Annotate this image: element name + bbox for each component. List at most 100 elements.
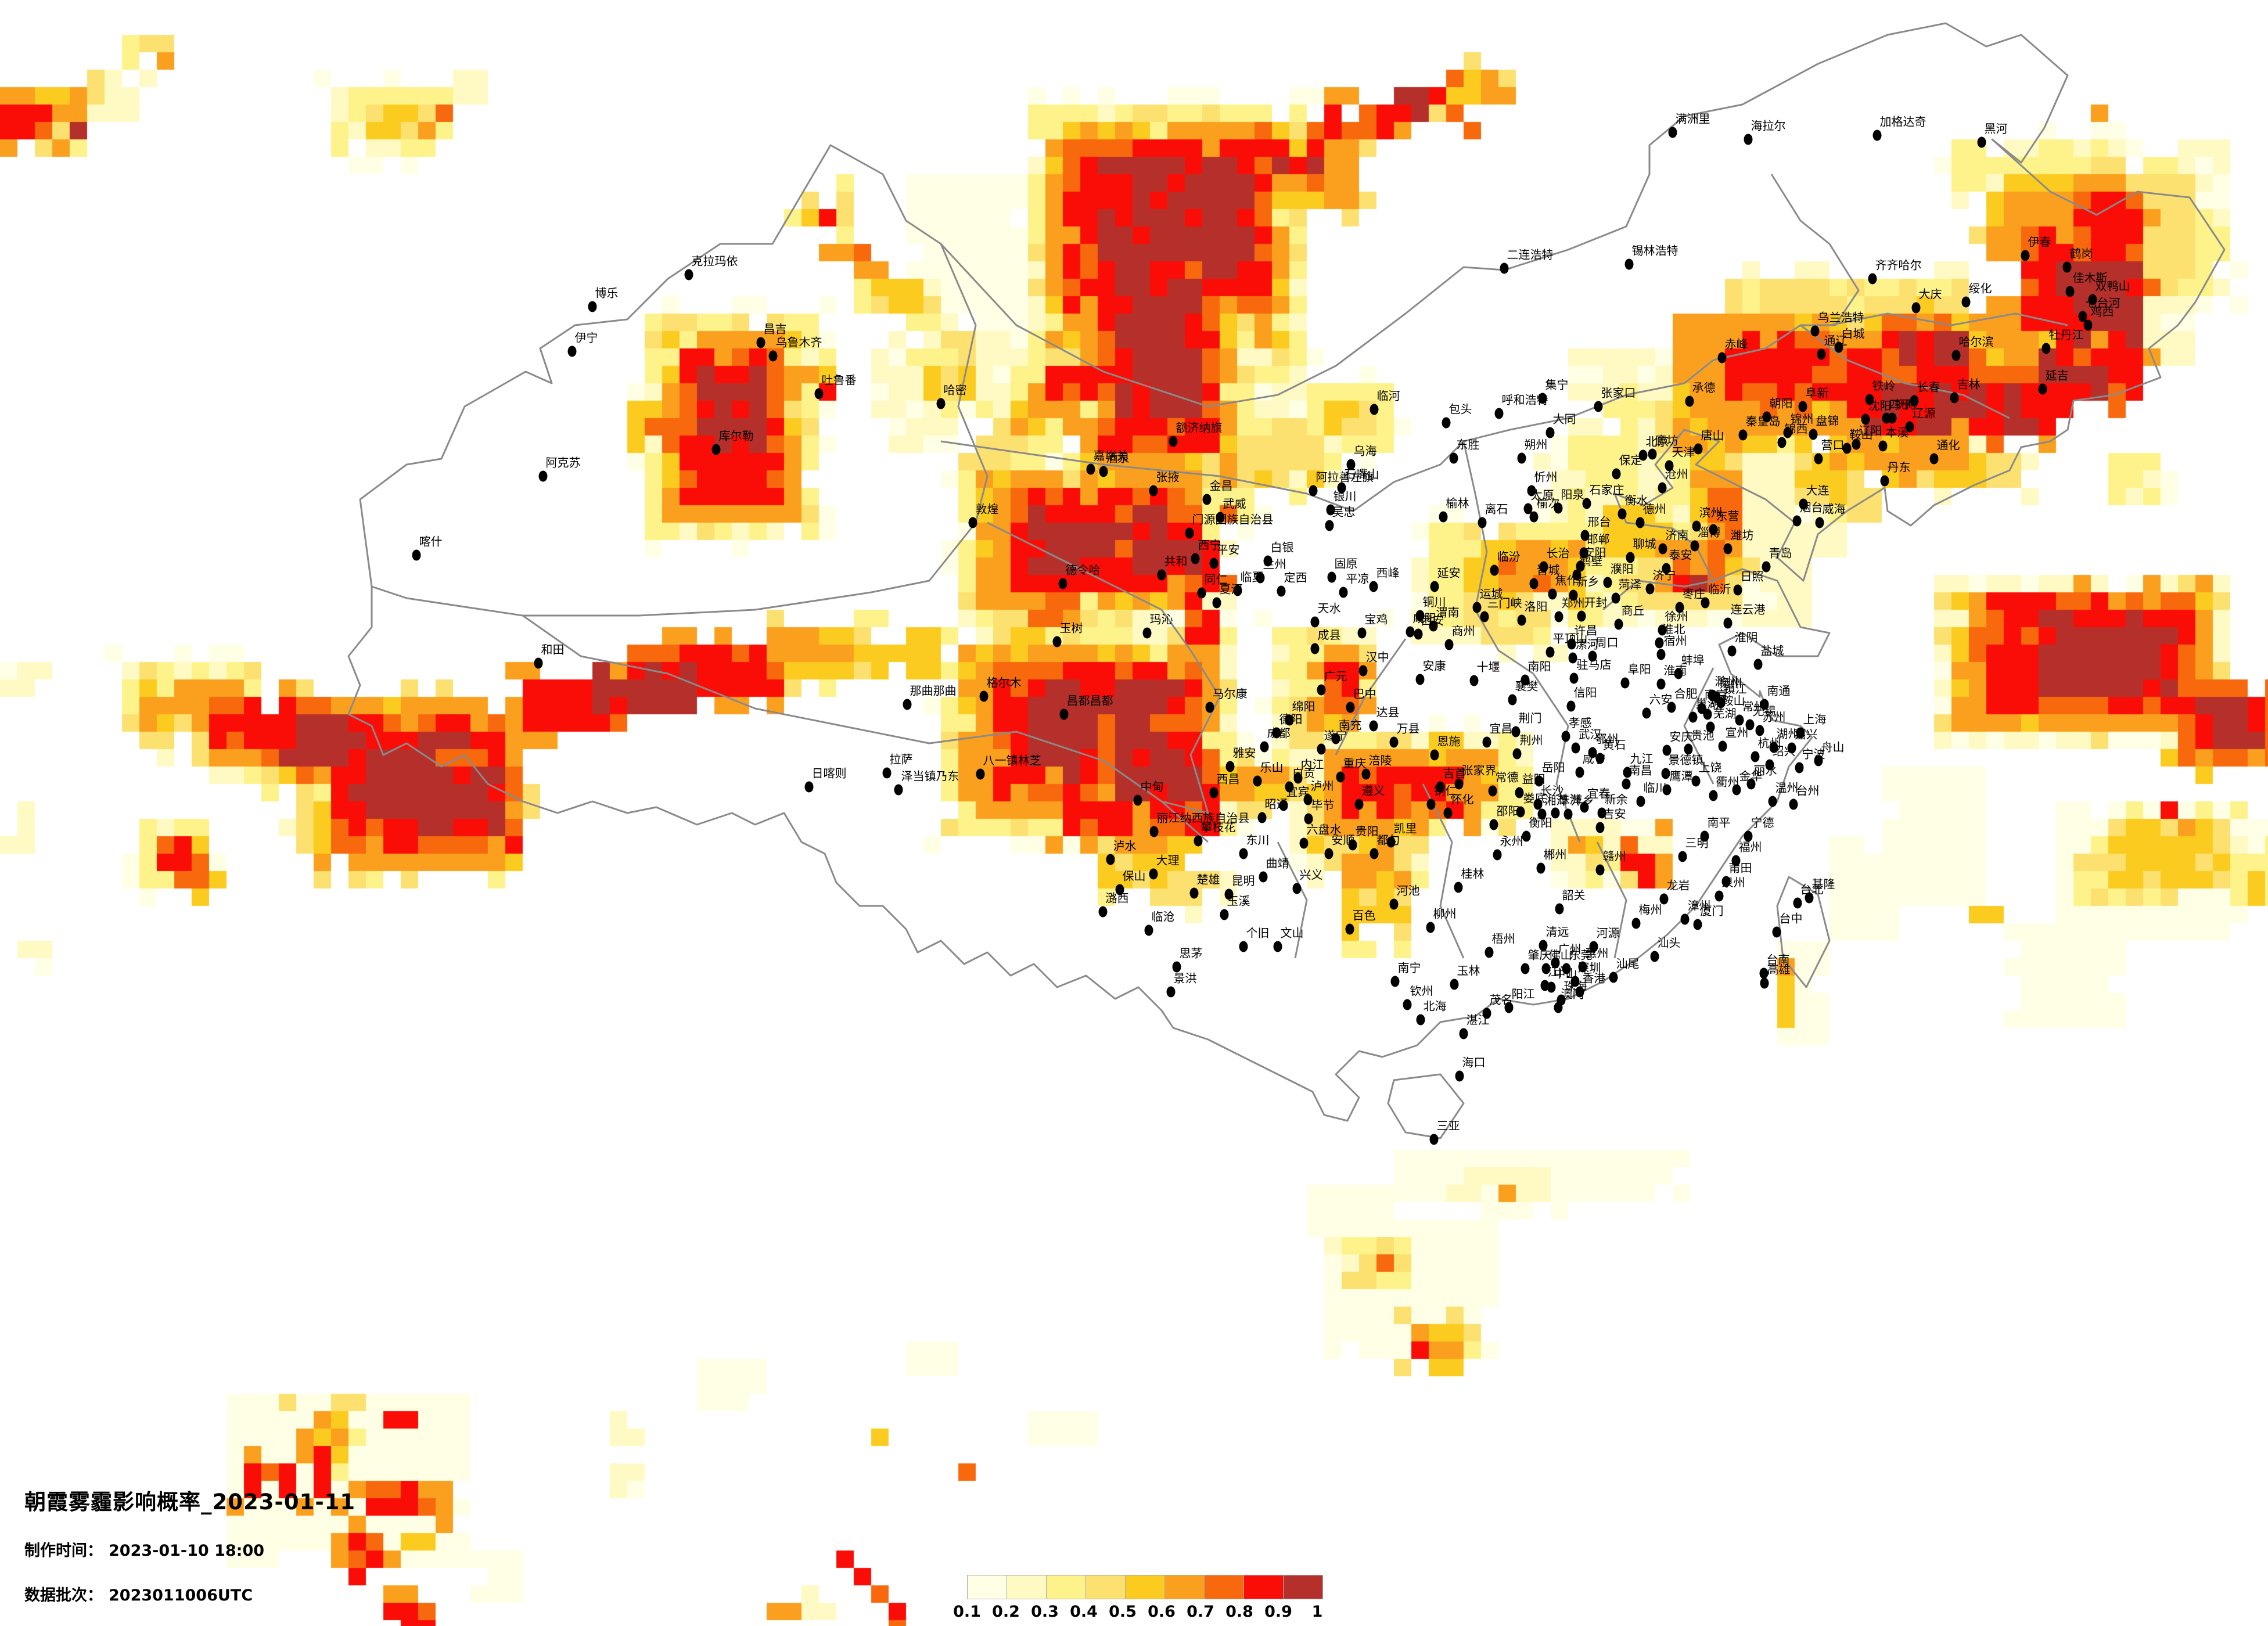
- city-marker: 唐山: [1694, 430, 1724, 455]
- city-marker: 六盘水: [1299, 824, 1342, 849]
- city-dot-icon: [1504, 1002, 1514, 1013]
- city-marker: 泸水: [1106, 840, 1137, 865]
- city-dot-icon: [1346, 459, 1356, 470]
- city-marker: 佳木斯: [2065, 272, 2108, 297]
- city-label: 郴州: [1543, 847, 1567, 862]
- city-marker: 宿州: [1656, 635, 1687, 660]
- city-label: 宝鸡: [1364, 612, 1388, 627]
- city-label: 额济纳旗: [1176, 420, 1223, 435]
- city-label: 嘉兴: [1794, 727, 1818, 742]
- city-marker: 南平: [1700, 817, 1731, 842]
- city-label: 聊城: [1633, 537, 1656, 551]
- city-marker: 同仁: [1197, 574, 1228, 599]
- city-dot-icon: [1414, 628, 1423, 640]
- legend-tick-label: 0.6: [1148, 1603, 1176, 1621]
- city-dot-icon: [1718, 740, 1727, 752]
- city-dot-icon: [1690, 540, 1699, 552]
- city-label: 丹东: [1887, 460, 1911, 474]
- city-label: 敦煌: [975, 502, 999, 516]
- city-dot-icon: [968, 517, 977, 528]
- city-dot-icon: [1324, 848, 1334, 859]
- city-marker: 漳州: [1680, 900, 1711, 925]
- city-marker: 金昌: [1202, 480, 1233, 505]
- city-label: 孝感: [1568, 715, 1592, 730]
- city-label: 北京: [1645, 434, 1669, 449]
- city-marker: 安庆: [1662, 731, 1693, 756]
- city-label: 马鞍山: [1710, 693, 1745, 708]
- city-dot-icon: [1209, 787, 1219, 798]
- city-label: 驻马店: [1576, 657, 1612, 672]
- city-dot-icon: [1369, 581, 1378, 592]
- city-dot-icon: [1337, 482, 1346, 494]
- city-dot-icon: [1389, 898, 1399, 910]
- city-dot-icon: [1551, 957, 1560, 969]
- city-dot-icon: [2065, 286, 2075, 297]
- city-label: 汕头: [1657, 936, 1681, 950]
- city-marker: 固原: [1327, 558, 1358, 583]
- city-dot-icon: [1658, 543, 1667, 555]
- legend-tick-label: 0.3: [1031, 1603, 1059, 1621]
- city-dot-icon: [1149, 485, 1158, 497]
- city-marker: 临河: [1370, 390, 1400, 415]
- city-dot-icon: [1568, 652, 1577, 664]
- city-marker: 自贡: [1285, 768, 1315, 793]
- city-label: 伊宁: [574, 330, 598, 345]
- city-dot-icon: [1575, 986, 1584, 998]
- city-marker: 芜湖: [1706, 708, 1737, 733]
- city-marker: 安康: [1415, 660, 1446, 685]
- city-label: 安庆: [1669, 729, 1693, 744]
- city-marker: 宜宾: [1279, 786, 1310, 811]
- city-dot-icon: [1588, 650, 1597, 662]
- city-marker: 金华: [1732, 771, 1763, 796]
- city-dot-icon: [1436, 781, 1445, 793]
- city-marker: 日喀则: [804, 768, 847, 793]
- city-marker: 德阳: [1272, 714, 1303, 739]
- city-dot-icon: [1194, 835, 1203, 847]
- city-label: 商丘: [1621, 603, 1645, 618]
- city-dot-icon: [1336, 771, 1345, 783]
- city-label: 朔州: [1524, 437, 1548, 452]
- city-marker: 铜川: [1415, 596, 1446, 621]
- city-marker: 蚌埠: [1674, 654, 1705, 679]
- city-marker: 晋城: [1529, 564, 1560, 589]
- city-dot-icon: [1798, 401, 1807, 412]
- city-label: 吉林: [1957, 377, 1981, 391]
- city-dot-icon: [1760, 699, 1769, 710]
- city-label: 阜新: [1805, 386, 1829, 400]
- city-dot-icon: [1545, 646, 1555, 658]
- city-marker: 重庆: [1336, 758, 1367, 783]
- city-label: 东营: [1716, 509, 1739, 523]
- city-marker: 潍坊: [1723, 530, 1754, 555]
- city-marker: 咸阳: [1406, 613, 1436, 638]
- city-dot-icon: [1738, 429, 1748, 441]
- city-label: 柳州: [1433, 906, 1457, 921]
- city-dot-icon: [1058, 578, 1067, 589]
- city-dot-icon: [1202, 494, 1212, 505]
- city-marker: 铜仁: [1426, 785, 1457, 810]
- city-dot-icon: [1760, 977, 1769, 989]
- city-label: 喀什: [419, 534, 443, 549]
- city-marker: 渭南: [1429, 607, 1460, 632]
- city-label: 玉树: [1059, 621, 1083, 635]
- city-dot-icon: [1500, 262, 1509, 274]
- city-label: 景洪: [1173, 971, 1197, 985]
- city-label: 泸水: [1113, 839, 1137, 853]
- legend-color-swatch: [1164, 1575, 1205, 1599]
- city-marker: 玉树: [1052, 623, 1083, 647]
- city-label: 鹤壁: [1579, 554, 1603, 569]
- city-label: 连云港: [1730, 602, 1766, 617]
- city-label: 临汾: [1497, 549, 1521, 564]
- city-marker: 徐州: [1658, 611, 1688, 636]
- city-dot-icon: [1650, 951, 1659, 962]
- city-label: 宣州: [1725, 725, 1749, 740]
- data-batch-label: 数据批次：: [24, 1587, 103, 1605]
- legend-tick-label: 0.8: [1225, 1603, 1253, 1621]
- city-label: 铜川: [1422, 595, 1446, 609]
- city-dot-icon: [1577, 610, 1586, 622]
- city-dot-icon: [1569, 672, 1579, 684]
- city-dot-icon: [1346, 702, 1355, 713]
- city-marker: 齐齐哈尔: [1868, 260, 1922, 285]
- city-marker: 忻州: [1527, 472, 1558, 497]
- city-dot-icon: [894, 784, 903, 796]
- city-label: 保定: [1619, 453, 1642, 467]
